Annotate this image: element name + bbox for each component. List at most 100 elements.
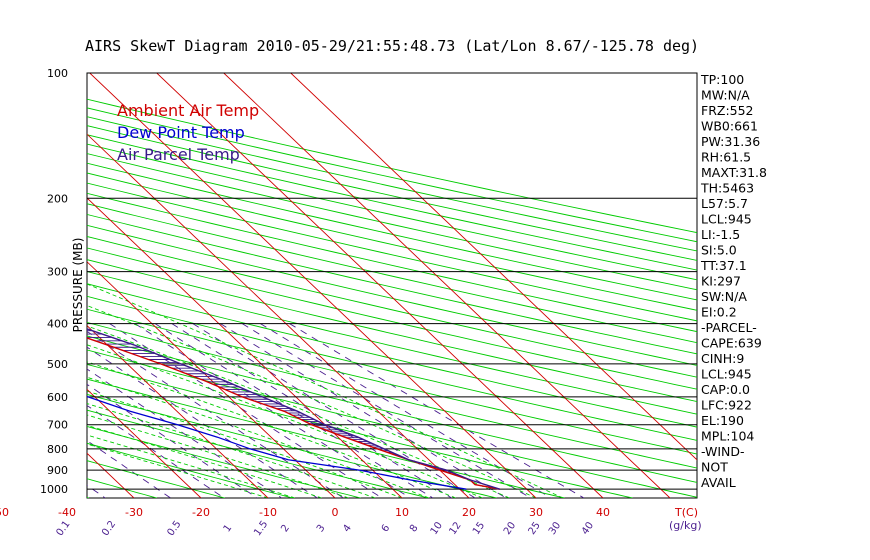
dry-adiabat-line xyxy=(87,247,697,390)
stat-entry: AVAIL xyxy=(701,475,736,490)
mixing-ratio-label: 10 xyxy=(429,520,445,537)
isotherms xyxy=(0,73,697,498)
legend-entry: Air Parcel Temp xyxy=(117,145,240,164)
bottom-temp-tick-label: 10 xyxy=(395,506,409,519)
mixing-ratio-label: 6 xyxy=(380,523,393,535)
pressure-tick-label: 700 xyxy=(47,419,68,432)
series-line xyxy=(87,328,501,490)
mixing-ratio-label: 15 xyxy=(471,520,487,537)
dry-adiabat-line xyxy=(87,236,697,378)
stat-entry: TT:37.1 xyxy=(700,258,747,273)
dry-adiabat-line xyxy=(87,259,697,402)
stat-entry: WB0:661 xyxy=(701,119,758,134)
dry-adiabat-line xyxy=(87,224,697,366)
y-axis-label: PRESSURE (MB) xyxy=(71,238,85,333)
dry-adiabat-line xyxy=(87,192,697,333)
stat-entry: TH:5463 xyxy=(700,181,754,196)
isotherm-line xyxy=(0,73,67,498)
mixing-ratio-line xyxy=(241,323,531,498)
mixing-ratio-line xyxy=(220,323,507,498)
dry-adiabat-line xyxy=(87,295,697,441)
mixing-ratio-label: 2 xyxy=(279,523,292,535)
mixing-ratio-label: 12 xyxy=(447,520,463,537)
bottom-temp-tick-label: 30 xyxy=(529,506,543,519)
pressure-tick-label: 300 xyxy=(47,266,68,279)
pressure-tick-label: 1000 xyxy=(40,483,68,496)
isotherm-line xyxy=(87,197,403,498)
mixing-ratio-label: 30 xyxy=(547,520,563,537)
sounding-series xyxy=(87,328,501,490)
pressure-tick-label: 800 xyxy=(47,443,68,456)
stat-entry: KI:297 xyxy=(701,274,741,289)
stat-entry: PW:31.36 xyxy=(701,134,760,149)
mixing-ratio-label: 1 xyxy=(222,523,235,535)
stat-entry: MAXT:31.8 xyxy=(701,165,767,180)
dry-adiabat-line xyxy=(87,460,225,498)
mixing-ratio-label: 1.5 xyxy=(252,519,270,538)
legend: Ambient Air Temp Dew Point Temp Air Parcel… xyxy=(117,101,259,164)
pressure-tick-label: 100 xyxy=(47,67,68,80)
mixing-ratio-line xyxy=(171,323,452,498)
isobars xyxy=(87,73,697,490)
cape-hatching xyxy=(87,330,460,477)
stat-entry: TP:100 xyxy=(700,72,744,87)
series-line xyxy=(87,395,467,490)
stat-entry: LCL:945 xyxy=(701,367,752,382)
mixing-ratio-line xyxy=(192,323,476,498)
isotherm-line xyxy=(87,133,470,498)
dry-adiabat-line xyxy=(87,134,697,271)
pressure-tick-label: 200 xyxy=(47,192,68,205)
moist-adiabat-line xyxy=(87,305,537,498)
dry-adiabat-line xyxy=(87,283,697,428)
dry-adiabat-line xyxy=(87,409,429,498)
moist-adiabat-line xyxy=(87,283,563,498)
stat-entry: CAP:0.0 xyxy=(701,382,750,397)
temp-unit-label: T(C) xyxy=(674,506,698,519)
legend-entry: Ambient Air Temp xyxy=(117,101,259,120)
stat-entry: MPL:104 xyxy=(701,429,754,444)
moist-adiabat-line xyxy=(87,403,376,498)
dry-adiabat-line xyxy=(87,213,697,355)
stat-entry: L57:5.7 xyxy=(701,196,748,211)
mixing-ratio-label: 0.1 xyxy=(54,519,72,538)
mixing-ratio-label: 25 xyxy=(527,520,543,537)
mixing-ratio-line xyxy=(87,404,225,498)
dry-adiabat-line xyxy=(87,172,697,311)
pressure-tick-label: 900 xyxy=(47,464,68,477)
dry-adiabat-line xyxy=(87,425,361,498)
dry-adiabat-line xyxy=(87,335,697,483)
series-line xyxy=(87,337,501,490)
mixing-ratio-label: 4 xyxy=(341,523,354,535)
bottom-temp-tick-label: -50 xyxy=(0,506,9,519)
dry-adiabat-line xyxy=(87,143,697,281)
dry-adiabat-line xyxy=(87,153,697,291)
mixing-ratio-label: 0.2 xyxy=(100,519,118,538)
bottom-temp-tick-label: 0 xyxy=(332,506,339,519)
bottom-temp-tick-label: -40 xyxy=(58,506,76,519)
mixing-unit-label: (g/kg) xyxy=(669,519,702,532)
mixing-ratio-line xyxy=(87,368,282,498)
axis-labels: 1002003004005006007008009001000-120-110-… xyxy=(0,67,610,538)
stat-entry: EI:0.2 xyxy=(701,305,737,320)
chart-title: AIRS SkewT Diagram 2010-05-29/21:55:48.7… xyxy=(85,37,699,55)
stat-entry: NOT xyxy=(701,460,728,475)
stat-entry: LCL:945 xyxy=(701,212,752,227)
mixing-ratio-line xyxy=(87,346,318,498)
dry-adiabat-line xyxy=(87,308,697,455)
stat-entry: MW:N/A xyxy=(701,88,750,103)
mixing-ratio-line xyxy=(87,330,344,498)
mixing-ratio-line xyxy=(289,323,585,498)
mixing-ratio-label: 0.5 xyxy=(165,519,183,538)
mixing-ratio-line xyxy=(134,323,411,498)
bottom-temp-tick-label: 40 xyxy=(596,506,610,519)
dry-adiabat-line xyxy=(87,125,697,261)
stat-entry: SI:5.0 xyxy=(701,243,737,258)
stat-entry: LFC:922 xyxy=(701,398,752,413)
mixing-ratio-label: 40 xyxy=(580,520,596,537)
bottom-temp-tick-label: -10 xyxy=(259,506,277,519)
stat-entry: RH:61.5 xyxy=(701,150,751,165)
mixing-ratio-label: 8 xyxy=(408,523,421,535)
pressure-tick-label: 400 xyxy=(47,318,68,331)
isotherm-line xyxy=(87,261,336,498)
